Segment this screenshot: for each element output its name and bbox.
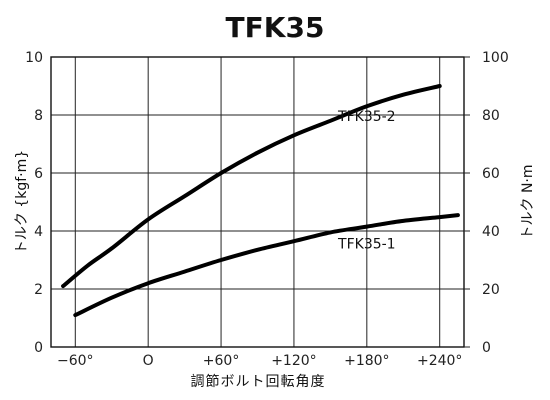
series-label-tfk35-1: TFK35-1 [337, 236, 396, 252]
left-y-axis-label: トルク {kgf·m} [14, 150, 30, 254]
left-y-tick-label: 8 [34, 108, 43, 124]
series-line-tfk35-2 [61, 84, 442, 289]
right-y-tick-label: 80 [482, 108, 500, 124]
series-line-tfk35-1 [73, 213, 460, 318]
left-y-tick-label: 0 [34, 340, 43, 356]
x-tick-label: +120° [271, 353, 316, 369]
left-y-tick-label: 4 [34, 224, 43, 240]
plot-frame [50, 56, 465, 348]
x-tick-label: +60° [203, 353, 240, 369]
right-y-tick-label: 60 [482, 166, 500, 182]
right-y-axis-label: トルク N·m [520, 164, 536, 239]
right-y-axis: 0 20 40 60 80 100 [464, 50, 509, 356]
x-tick-label: O [143, 353, 154, 369]
left-y-tick-label: 6 [34, 166, 43, 182]
right-y-tick-label: 40 [482, 224, 500, 240]
x-tick-label: +180° [344, 353, 389, 369]
left-y-tick-label: 10 [25, 50, 43, 66]
right-y-tick-label: 100 [482, 50, 509, 66]
left-y-tick-label: 2 [34, 282, 43, 298]
series-layer: TFK35-2 TFK35-1 [61, 84, 460, 318]
right-y-tick-label: 0 [482, 340, 491, 356]
grid [51, 56, 464, 348]
series-label-tfk35-2: TFK35-2 [337, 109, 396, 125]
right-y-tick-label: 20 [482, 282, 500, 298]
x-axis: −60° O +60° +120° +180° +240° [57, 353, 462, 369]
chart-title: TFK35 [226, 11, 325, 44]
x-axis-label: 調節ボルト回転角度 [191, 373, 326, 390]
x-tick-label: −60° [57, 353, 94, 369]
left-y-axis: 0 2 4 6 8 10 [25, 50, 43, 356]
x-tick-label: +240° [417, 353, 462, 369]
